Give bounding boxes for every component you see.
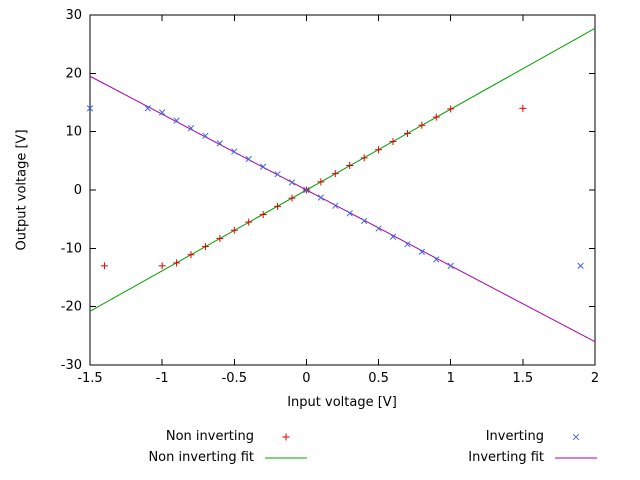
plus-data-point xyxy=(230,226,238,234)
cross-data-point xyxy=(245,155,252,163)
plus-data-point xyxy=(282,433,290,440)
cross-data-point xyxy=(274,171,281,178)
y-tick-label: 10 xyxy=(65,125,82,140)
plus-data-point xyxy=(447,105,455,113)
cross-data-point xyxy=(173,117,180,124)
legend-entry-inverting: Inverting xyxy=(320,427,640,446)
plus-data-point xyxy=(187,251,195,259)
fit-line xyxy=(89,75,596,343)
x-tick-label: 0 xyxy=(302,371,310,386)
cross-data-point xyxy=(303,186,310,194)
plus-data-point xyxy=(158,262,166,270)
plus-data-point xyxy=(331,170,339,178)
x-tick-label: 0.5 xyxy=(368,371,389,386)
plus-marker-icon xyxy=(282,433,290,440)
plus-data-point xyxy=(360,154,368,162)
cross-data-point xyxy=(332,202,339,209)
cross-data-point xyxy=(433,256,440,263)
x-tick-label: 2 xyxy=(591,371,599,386)
cross-data-point xyxy=(572,433,580,440)
cross-data-point xyxy=(144,105,151,112)
plus-data-point xyxy=(519,104,527,112)
y-tick-label: -30 xyxy=(61,358,82,373)
cross-data-point xyxy=(404,241,411,248)
fit-line xyxy=(89,27,596,312)
cross-data-point xyxy=(317,194,325,201)
cross-data-point xyxy=(577,262,584,269)
cross-data-point xyxy=(389,233,397,240)
plus-data-point xyxy=(375,146,383,154)
y-tick-label: 0 xyxy=(74,183,82,198)
x-tick-label: 1 xyxy=(447,371,455,386)
plot-border xyxy=(89,14,596,366)
cross-data-point xyxy=(418,248,426,255)
y-tick-label: 30 xyxy=(65,8,82,23)
plus-data-point xyxy=(173,259,181,267)
cross-marker-icon xyxy=(572,433,580,440)
plus-data-point xyxy=(259,211,267,218)
cross-data-point xyxy=(216,140,224,147)
legend-entry-non-inverting: Non inverting xyxy=(0,427,320,446)
cross-data-point xyxy=(187,125,195,132)
plus-data-point xyxy=(432,113,440,121)
legend-label: Non inverting xyxy=(165,429,254,444)
legend: Non inverting Inverting Non inverting fi… xyxy=(0,427,640,467)
cross-data-point xyxy=(360,217,368,225)
legend-label: Non inverting fit xyxy=(148,450,254,465)
line-sample-icon xyxy=(555,457,597,458)
plus-data-point xyxy=(201,243,209,251)
plus-data-point xyxy=(418,121,426,129)
y-tick-label: 20 xyxy=(65,66,82,81)
cross-data-point xyxy=(447,262,454,269)
plus-data-point xyxy=(317,178,325,186)
cross-data-point xyxy=(202,132,209,139)
legend-entry-inverting-fit: Inverting fit xyxy=(320,448,640,467)
x-axis-title: Input voltage [V] xyxy=(287,395,397,410)
plus-data-point xyxy=(216,234,224,242)
plus-data-point xyxy=(389,138,397,146)
cross-data-point xyxy=(375,225,382,232)
plus-data-point xyxy=(274,202,282,210)
cross-data-point xyxy=(231,148,238,155)
plus-data-point xyxy=(403,129,411,137)
x-tick-label: -0.5 xyxy=(222,371,247,386)
y-axis-title: Output voltage [V] xyxy=(14,129,30,251)
plus-data-point xyxy=(288,194,296,202)
cross-data-point xyxy=(288,179,296,186)
y-tick-label: -20 xyxy=(61,300,82,315)
y-tick-label: -10 xyxy=(61,241,82,256)
cross-data-point xyxy=(346,210,353,217)
cross-data-point xyxy=(158,109,166,116)
cross-data-point xyxy=(259,163,267,170)
legend-label: Inverting xyxy=(485,429,544,444)
cross-data-point xyxy=(86,105,94,112)
legend-entry-non-inverting-fit: Non inverting fit xyxy=(0,448,320,467)
x-tick-label: -1 xyxy=(156,371,169,386)
line-sample-icon xyxy=(265,457,307,458)
x-tick-label: -1.5 xyxy=(77,371,102,386)
plus-data-point xyxy=(346,162,354,169)
x-tick-label: 1.5 xyxy=(513,371,534,386)
plus-data-point xyxy=(245,218,253,226)
legend-label: Inverting fit xyxy=(468,450,544,465)
plus-data-point xyxy=(100,262,108,270)
